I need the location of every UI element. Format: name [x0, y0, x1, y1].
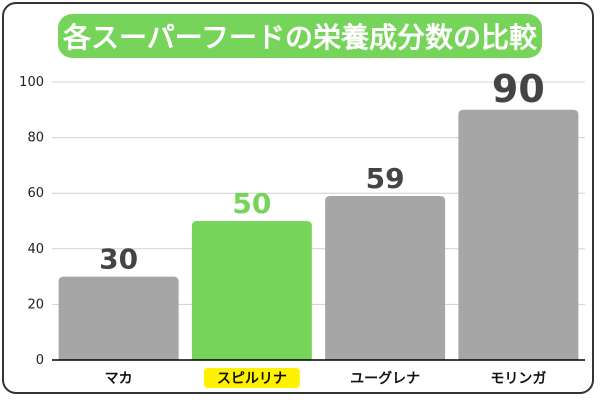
- category-label-highlight: [203, 368, 300, 388]
- category-label: マカ: [105, 371, 133, 387]
- y-tick-label: 0: [36, 353, 44, 368]
- chart-title-text: 各スーパーフードの栄養成分数の比較: [62, 21, 538, 54]
- bar: [191, 221, 312, 360]
- chart-title: 各スーパーフードの栄養成分数の比較: [58, 14, 542, 58]
- y-tick-label: 100: [19, 75, 44, 90]
- y-tick-label: 80: [27, 131, 44, 146]
- value-label: 30: [99, 243, 138, 276]
- y-tick-label: 20: [27, 297, 44, 312]
- bar: [58, 276, 179, 360]
- bar: [325, 195, 446, 360]
- value-label: 59: [366, 162, 405, 195]
- category-label: スピルリナ: [217, 371, 287, 387]
- value-label: 50: [232, 187, 271, 220]
- category-label: ユーグレナ: [350, 370, 420, 387]
- category-label: モリンガ: [490, 371, 546, 387]
- y-tick-label: 40: [27, 242, 44, 257]
- bar: [458, 109, 579, 360]
- value-label: 90: [492, 67, 545, 111]
- y-tick-label: 60: [27, 186, 44, 201]
